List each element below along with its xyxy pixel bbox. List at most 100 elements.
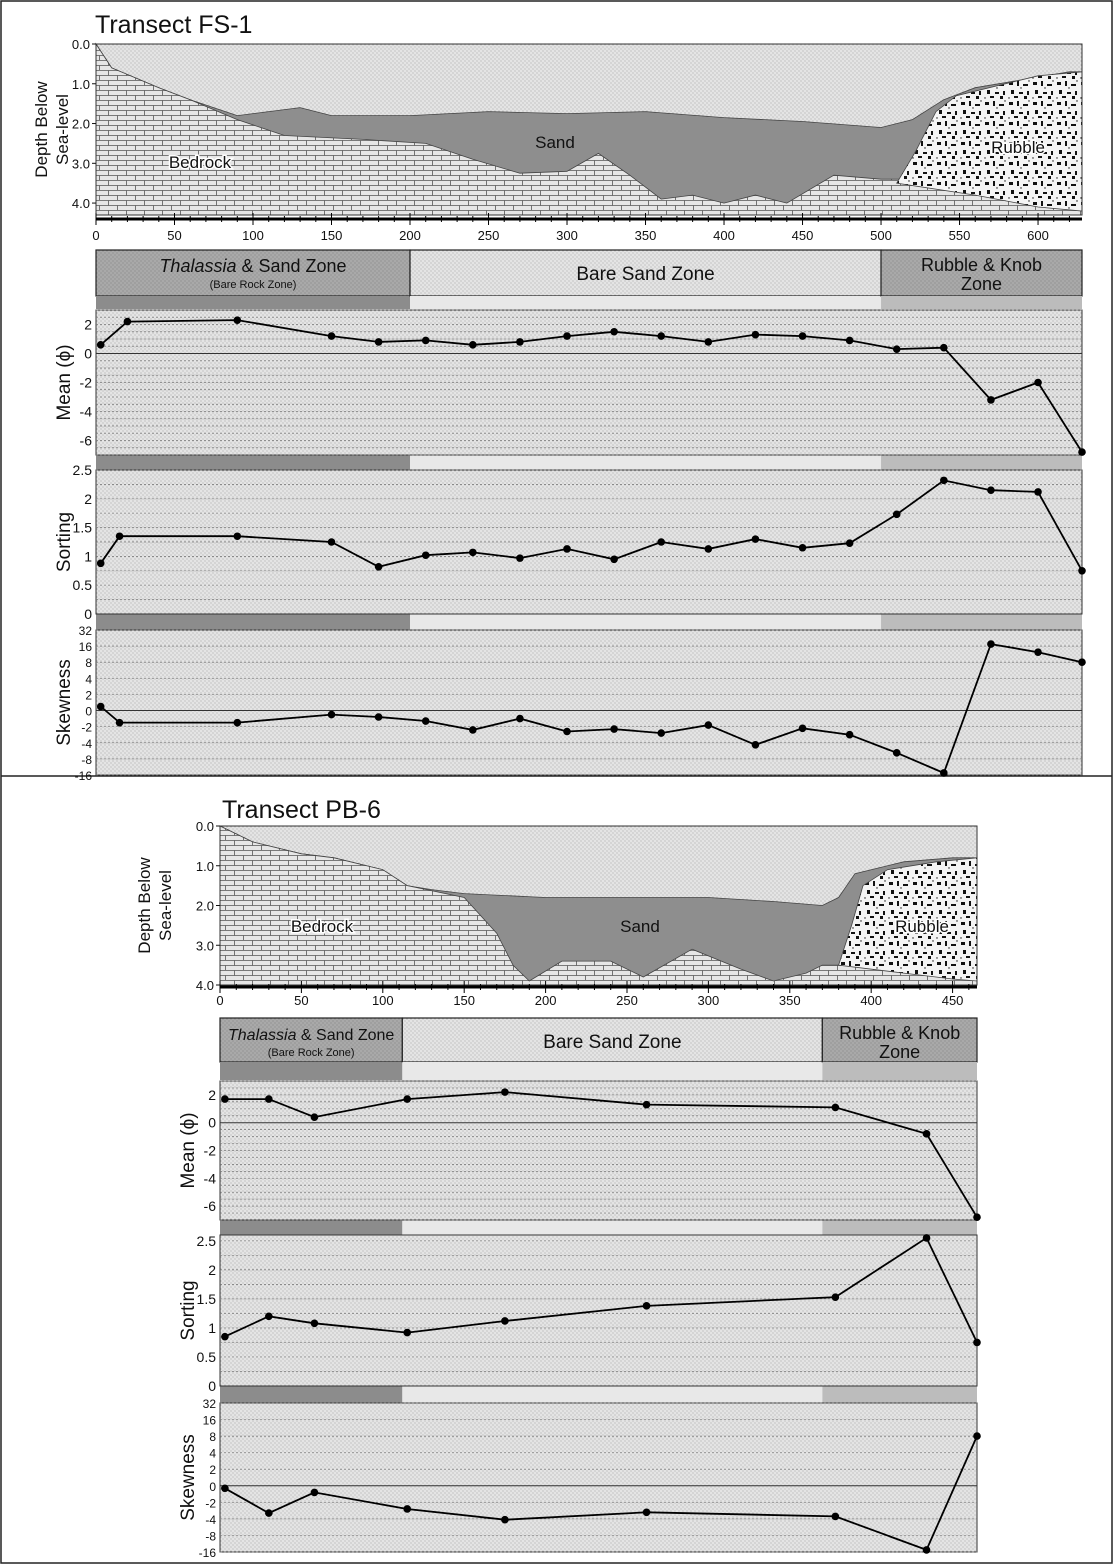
t1-panel-bg-0 (219, 1080, 978, 1221)
t0-data-point-1 (751, 535, 760, 543)
t1-data-point-1 (831, 1293, 840, 1301)
t0-depth-axis-label: Depth Below Sea-level (32, 81, 72, 178)
t0-depth-label-line1: Depth Below (32, 81, 51, 178)
t0-data-point-2 (940, 769, 948, 777)
t1-data-point-1 (501, 1317, 509, 1325)
t0-series-line-2 (100, 643, 1083, 775)
t0-y-axis-label-0: Mean (ϕ) (54, 344, 75, 420)
t0-data-point-1 (421, 551, 430, 560)
t1-depth-label-line2: Sea-level (156, 870, 175, 941)
t1-data-point-2 (265, 1509, 273, 1517)
t0-y-label-0: Mean (ϕ) (54, 344, 75, 420)
t0-data-point-2 (1034, 648, 1042, 656)
t0-data-point-2 (96, 702, 105, 711)
t0-data-point-1 (610, 555, 618, 564)
t1-y-tick-label-0: 0 (208, 1115, 216, 1131)
t0-data-point-1 (845, 539, 854, 547)
t0-data-point-1 (233, 532, 242, 541)
t1-y-tick-label-2: -8 (205, 1529, 216, 1543)
t0-zone-strip (410, 614, 882, 630)
t1-depth-tick-label: 1.0 (196, 859, 214, 874)
t1-data-point-1 (221, 1332, 229, 1341)
t1-zone-strip (402, 1220, 823, 1235)
t1-distance-tick-label: 100 (372, 993, 394, 1008)
t1-depth-tick-label: 4.0 (196, 978, 214, 993)
t1-zone-strip (402, 1386, 823, 1403)
t0-y-tick-label-1: 2.5 (73, 462, 93, 478)
t0-distance-tick-label: 250 (478, 228, 500, 243)
t1-data-point-2 (403, 1505, 412, 1513)
t0-data-point-0 (845, 336, 854, 345)
t1-y-tick-label-2: 2 (209, 1463, 216, 1477)
t0-data-point-0 (940, 343, 948, 352)
t0-zone-strip (881, 296, 1082, 309)
t0-data-point-0 (751, 330, 760, 339)
t0-zone-strip (96, 296, 411, 309)
t1-y-tick-label-1: 1 (208, 1320, 216, 1336)
t1-y-tick-label-0: -4 (204, 1170, 217, 1186)
t0-data-point-2 (469, 726, 477, 734)
t1-depth-label-line1: Depth Below (135, 857, 154, 954)
t1-y-tick-label-2: 4 (209, 1447, 216, 1461)
t0-distance-tick-label: 50 (167, 228, 181, 243)
t1-y-label-2: Skewness (178, 1434, 199, 1521)
t1-data-point-0 (831, 1103, 840, 1112)
t0-depth-tick-label: 0.0 (72, 37, 90, 52)
t1-y-tick-label-0: -2 (204, 1143, 217, 1159)
t0-data-point-1 (327, 538, 336, 546)
t1-zone-strip (402, 1062, 823, 1080)
t0-bedrock-label: Bedrock (169, 153, 232, 172)
t1-data-point-2 (221, 1484, 229, 1493)
t1-y-tick-label-1: 0 (208, 1378, 216, 1394)
t1-y-axis-label-0: Mean (ϕ) (178, 1112, 199, 1188)
t0-y-axis-label-2: Skewness (54, 659, 75, 746)
t0-data-point-0 (469, 341, 477, 349)
t0-data-point-1 (115, 532, 124, 541)
t0-y-tick-label-1: 1 (84, 548, 92, 564)
t0-zone-label: Rubble & Knob (921, 255, 1042, 275)
t0-data-point-0 (96, 341, 105, 349)
t0-data-point-2 (233, 718, 242, 727)
t1-zone-label: Thalassia & Sand Zone (228, 1027, 394, 1044)
t0-data-point-0 (987, 396, 995, 404)
t1-data-point-1 (265, 1312, 273, 1321)
t0-data-point-0 (516, 338, 524, 346)
t1-depth-tick-label: 3.0 (196, 938, 214, 953)
t1-data-point-2 (642, 1508, 651, 1517)
t1-title: Transect PB-6 (222, 796, 381, 824)
t0-y-tick-label-2: 8 (85, 656, 92, 670)
t1-bedrock-label: Bedrock (291, 917, 354, 936)
t1-y-tick-label-2: 32 (203, 1397, 217, 1411)
t0-y-tick-label-2: -16 (75, 769, 93, 783)
t0-data-point-1 (798, 543, 807, 552)
t0-y-tick-label-2: 2 (85, 688, 92, 702)
t0-y-axis-label-1: Sorting (54, 512, 75, 572)
t0-data-point-2 (987, 640, 995, 648)
t1-data-point-2 (831, 1512, 840, 1521)
t1-zone-label-line2: Zone (879, 1042, 920, 1062)
t1-data-point-1 (403, 1328, 412, 1337)
t1-y-label-0: Mean (ϕ) (178, 1112, 199, 1188)
t1-y-tick-label-1: 1.5 (197, 1291, 217, 1307)
t1-data-point-2 (501, 1515, 509, 1524)
t0-y-tick-label-1: 0 (84, 606, 92, 622)
t1-depth-axis-label: Depth Below Sea-level (135, 857, 175, 954)
t0-depth-label-line2: Sea-level (53, 94, 72, 165)
t0-distance-tick-label: 600 (1027, 228, 1049, 243)
t0-data-point-0 (610, 327, 618, 336)
t0-y-tick-label-2: -8 (81, 753, 92, 767)
t0-series-line-1 (99, 479, 1083, 572)
t1-distance-tick-label: 450 (942, 993, 964, 1008)
t0-y-tick-label-0: -6 (80, 433, 93, 449)
t0-distance-tick-label: 150 (321, 228, 343, 243)
t0-y-tick-label-1: 2 (84, 491, 92, 507)
t1-distance-tick-label: 200 (535, 993, 557, 1008)
t0-zone-strip (881, 455, 1082, 470)
t0-data-point-0 (563, 332, 571, 340)
t0-distance-tick-label: 300 (556, 228, 578, 243)
t0-distance-tick-label: 550 (949, 228, 971, 243)
t0-distance-tick-label: 400 (713, 228, 735, 243)
t0-distance-tick-label: 0 (92, 228, 99, 243)
t0-zone-label-line2: Zone (961, 274, 1002, 294)
